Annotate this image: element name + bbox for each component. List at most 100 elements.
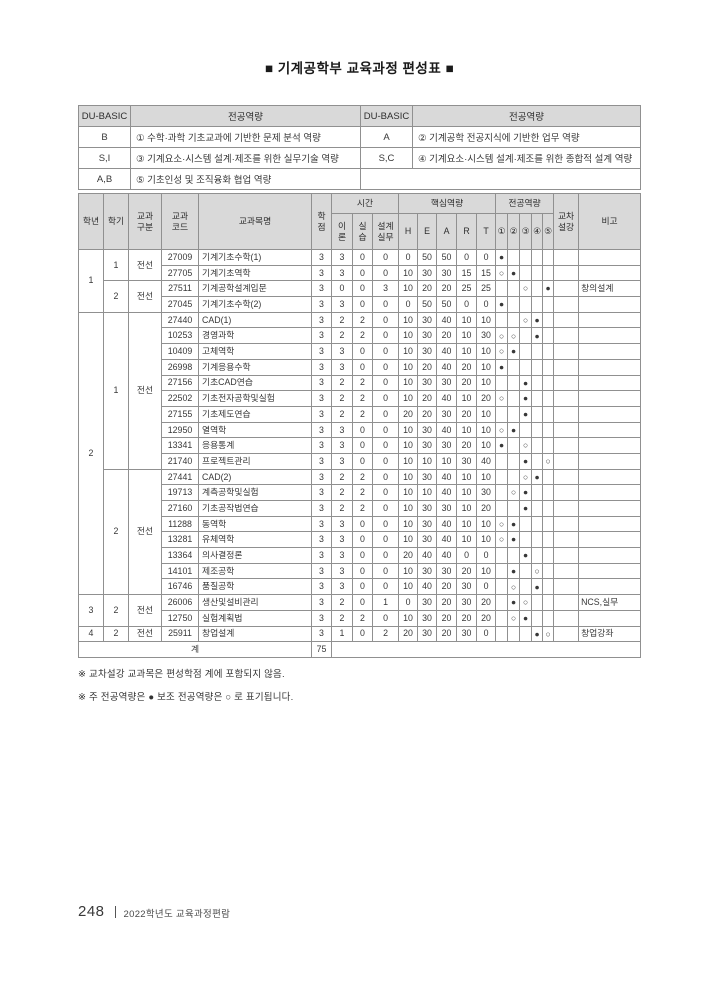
cell-major-competency-1 xyxy=(495,578,509,596)
cell-course-code: 27156 xyxy=(161,374,199,392)
cell-semester: 2 xyxy=(103,468,129,596)
footnote-cross-listing: ※ 교차설강 교과목은 편성학점 계에 포함되지 않음. xyxy=(78,669,285,680)
cell-cross-listing xyxy=(553,249,580,266)
cell-course-name: 품질공학 xyxy=(198,578,312,596)
page-title: ■ 기계공학부 교육과정 편성표 ■ xyxy=(264,61,455,76)
cell-core-a: 50 xyxy=(436,249,458,266)
cell-practice-hours: 0 xyxy=(352,547,373,564)
cell-major-competency-5 xyxy=(542,327,555,345)
cell-practice-hours: 0 xyxy=(352,343,373,360)
cell-theory-hours: 3 xyxy=(331,547,353,564)
cell-design-hours: 0 xyxy=(371,343,400,360)
cell-credits: 3 xyxy=(311,358,332,376)
cell-remark xyxy=(578,578,642,596)
cell-core-t: 30 xyxy=(476,327,497,345)
cell-core-h: 20 xyxy=(398,625,419,643)
cell-core-t: 10 xyxy=(476,531,497,549)
cell-major-competency-3: ● xyxy=(519,547,533,564)
cell-core-a: 30 xyxy=(436,405,458,423)
cell-theory-hours: 2 xyxy=(331,374,353,392)
cell-course-code: 10409 xyxy=(161,343,199,360)
course-row: 11288 동역학 3 3 0 0 10 30 40 10 10 ○ ● xyxy=(79,515,642,533)
cell-design-hours: 0 xyxy=(371,452,400,470)
cell-major-competency-3: ○ xyxy=(519,594,533,611)
cell-core-h: 10 xyxy=(398,437,419,454)
cell-course-code: 22502 xyxy=(161,390,199,407)
cell-credits: 3 xyxy=(311,625,332,643)
cell-core-t: 0 xyxy=(476,296,497,313)
footnote-symbol-legend: ※ 주 전공역량은 ● 보조 전공역량은 ○ 로 표기됩니다. xyxy=(78,692,294,703)
footer-text: 2022학년도 교육과정편람 xyxy=(123,909,231,920)
cell-major-competency-1 xyxy=(495,625,509,643)
cell-course-code: 27441 xyxy=(161,468,199,486)
cell-course-name: 동역학 xyxy=(198,515,312,533)
cell-core-t: 30 xyxy=(476,484,497,501)
cell-major-competency-3 xyxy=(519,358,533,376)
cell-major-competency-1 xyxy=(495,311,509,329)
cell-core-t: 10 xyxy=(476,311,497,329)
curriculum-tbody: 1 1 전선 27009 기계기초수학(1) 3 3 0 0 0 50 50 0 0 ● 27705 기계기초역… xyxy=(78,248,642,643)
cell-core-a: 30 xyxy=(436,264,458,282)
cell-major-competency-4 xyxy=(531,547,544,564)
cell-course-name: 기계기초수학(1) xyxy=(198,249,312,266)
cell-credits: 3 xyxy=(311,421,332,439)
cell-major-competency-4 xyxy=(531,452,544,470)
col-header-category: 교과 구분 xyxy=(128,193,162,250)
cell-major-competency-5 xyxy=(542,594,555,611)
cell-year: 2 xyxy=(78,311,104,596)
cell-theory-hours: 2 xyxy=(331,327,353,345)
cell-major-competency-2: ● xyxy=(507,562,521,580)
cell-major-competency-4 xyxy=(531,264,544,282)
cell-major-competency-4: ● xyxy=(531,625,544,643)
cell-major-competency-4: ○ xyxy=(531,562,544,580)
cell-core-h: 20 xyxy=(398,405,419,423)
cell-design-hours: 0 xyxy=(371,562,400,580)
cell-course-code: 12950 xyxy=(161,421,199,439)
cell-credits: 3 xyxy=(311,594,332,611)
empty-cell xyxy=(360,168,641,190)
cell-major-competency-3: ● xyxy=(519,390,533,407)
cell-practice-hours: 2 xyxy=(352,374,373,392)
cell-category: 전선 xyxy=(128,468,162,596)
cell-major-competency-5 xyxy=(542,437,555,454)
cell-practice-hours: 2 xyxy=(352,327,373,345)
cell-core-e: 30 xyxy=(417,625,438,643)
col-header-cross-listing: 교차 설강 xyxy=(553,193,580,250)
course-row: 4 2 전선 25911 창업설계 3 1 0 2 20 30 20 30 0 ● ○ 창업강좌 xyxy=(78,625,642,643)
competency-row: B ① 수학·과학 기초교과에 기반한 문제 분석 역량 A ② 기계공학 전공… xyxy=(78,126,641,148)
cell-core-r: 15 xyxy=(456,264,478,282)
cell-theory-hours: 3 xyxy=(331,343,353,360)
cell-major-competency-2 xyxy=(507,296,521,313)
cell-core-t: 0 xyxy=(476,249,497,266)
cell-major-competency-3: ● xyxy=(519,609,533,627)
cell-design-hours: 0 xyxy=(371,296,400,313)
curriculum-table: 학년 학기 교과 구분 교과 코드 교과목명 학 점 시간 핵심역량 전공역량 … xyxy=(78,193,642,658)
cell-practice-hours: 2 xyxy=(352,484,373,501)
cell-major-competency-4 xyxy=(531,500,544,517)
cell-major-competency-3: ○ xyxy=(519,311,533,329)
cell-theory-hours: 3 xyxy=(331,452,353,470)
col-header-core-r: R xyxy=(456,213,478,250)
cell-remark xyxy=(578,609,642,627)
cell-major-competency-4 xyxy=(531,609,544,627)
cell-major-competency-1: ● xyxy=(495,296,509,313)
col-header-credits: 학 점 xyxy=(311,193,332,250)
cell-practice-hours: 0 xyxy=(352,594,373,611)
cell-design-hours: 0 xyxy=(371,405,400,423)
cell-major-competency-1 xyxy=(495,405,509,423)
cell-cross-listing xyxy=(553,625,580,643)
course-row: 14101 제조공학 3 3 0 0 10 30 30 20 10 ● ○ xyxy=(79,562,642,580)
cell-remark xyxy=(578,327,642,345)
cell-core-t: 15 xyxy=(476,264,497,282)
course-row: 2 1 전선 27440 CAD(1) 3 2 2 0 10 30 40 10 10 ○ ● xyxy=(78,311,642,596)
cell-practice-hours: 0 xyxy=(352,531,373,549)
course-row: 16746 품질공학 3 3 0 0 10 40 20 30 0 ○ ● xyxy=(79,578,642,596)
cell-semester: 1 xyxy=(103,248,129,282)
cell-major-competency-3 xyxy=(519,327,533,345)
cell-core-e: 50 xyxy=(417,249,438,266)
cell-course-name: 실험계획법 xyxy=(198,609,312,627)
cell-major-competency-2 xyxy=(507,358,521,376)
cell-cross-listing xyxy=(553,547,580,564)
cell-core-r: 10 xyxy=(456,531,478,549)
cell-major-competency-5 xyxy=(542,296,555,313)
